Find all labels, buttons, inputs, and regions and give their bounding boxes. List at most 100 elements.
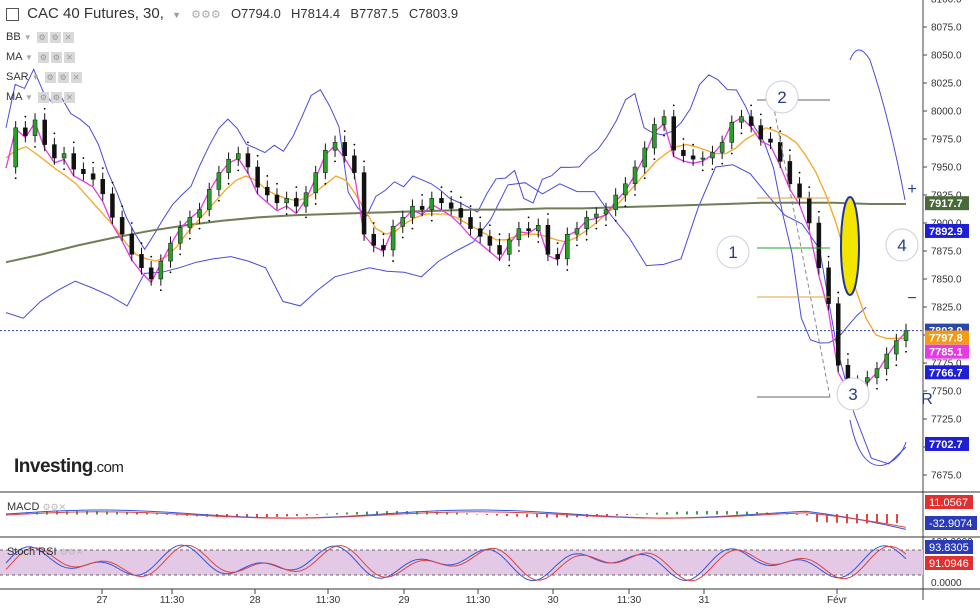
sar-dot [585,238,588,241]
sar-dot [769,126,772,129]
menu-icon[interactable] [6,7,19,21]
macd-bar [866,514,868,524]
sar-dot [750,104,753,107]
macd-bar [676,511,678,515]
sar-dot [130,222,133,224]
close-icon[interactable]: ✕ [70,71,82,83]
macd-bar [306,514,308,516]
sar-dot [392,260,394,262]
price-label-text: 7702.7 [929,439,963,451]
sar-dot [218,199,220,202]
indicator-ma[interactable]: MA ▼ ⚙ ⚙ ✕ [6,51,75,63]
sar-dot [818,210,820,213]
sar-dot [411,227,414,230]
candle-body [139,254,144,269]
macd-label[interactable]: MACD ⚙⚙✕ [7,501,67,513]
sar-dot [140,242,143,245]
price-label-box [925,223,969,238]
sar-dot [227,182,230,185]
macd-bar [616,514,618,516]
price-label-text: 7917.7 [929,198,963,210]
x-tick-label: 11:30 [316,595,341,606]
sar-dot [537,241,540,243]
candle-body [700,157,706,160]
ohlc-close: C7803.9 [408,6,459,21]
header-settings-icon[interactable]: ⚙⚙⚙ [191,9,221,21]
indicator-sar[interactable]: SAR ▼ ⚙ ⚙ ✕ [6,71,82,83]
macd-bar [686,511,688,515]
candle-body [584,217,589,229]
x-tick-label: 28 [249,595,261,606]
indicator-ma-2[interactable]: MA ▼ ⚙ ⚙ ✕ [6,91,75,103]
settings-icon[interactable]: ⚙ [37,51,49,63]
candle-body [13,127,18,168]
rsi-label[interactable]: Stoch RSI ⚙⚙✕ [7,546,84,558]
stoch-k-line [5,544,907,582]
rsi-value-label: 91.0946 [929,558,969,570]
macd-bar [806,514,808,516]
candle-body [265,186,270,196]
macd-bar [796,514,798,515]
candle-body [603,209,609,215]
sar-dot [198,227,201,230]
sar-dot [672,104,675,107]
macd-bar [476,513,478,515]
candle-body [758,125,764,140]
candle-body [71,153,76,170]
macd-bar [386,511,388,515]
macd-bar [236,514,238,518]
candle-body [390,226,396,251]
close-icon[interactable]: ✕ [62,31,74,43]
gear-icon[interactable]: ⚙ [50,51,62,63]
sar-dot [643,177,646,180]
macd-bar [736,511,738,515]
candle-body [148,267,154,280]
wave-marker-label: 2 [777,88,786,107]
candle-body [61,153,67,159]
gear-icon[interactable]: ⚙ [50,91,62,103]
candle-body [777,142,783,162]
settings-icon[interactable]: ⚙ [37,91,49,103]
macd-bar [836,514,838,523]
macd-bar [756,512,758,515]
macd-bar [156,513,158,515]
sar-dot [488,224,491,227]
y-tick-label: 7750.0 [931,387,962,398]
sar-dot [798,171,801,174]
candle-body [884,353,889,369]
wave-marker-circle [836,377,870,411]
sar-dot [159,289,162,292]
candle-body [206,189,212,210]
highlight-ellipse [840,196,860,296]
x-tick-label: 11:30 [466,595,491,606]
macd-bar [556,514,558,518]
sar-dot [847,353,849,355]
macd-bar [356,512,358,515]
macd-bar [526,514,528,517]
gear-icon[interactable]: ⚙ [49,31,61,43]
close-icon[interactable]: ✕ [63,91,75,103]
gear-icon[interactable]: ⚙ [57,71,69,83]
macd-bar [666,512,668,515]
sar-dot [508,264,511,267]
candle-body [574,228,580,235]
candle-body [729,121,735,143]
x-tick-label: Févr [827,595,848,606]
rsi-value-box [925,540,973,554]
sar-dot [382,233,385,236]
indicator-bb[interactable]: BB ▼ ⚙ ⚙ ✕ [6,31,74,43]
settings-icon[interactable]: ⚙ [44,71,56,83]
macd-bar [896,514,898,524]
close-icon[interactable]: ✕ [63,51,75,63]
macd-bar [106,511,108,515]
y-tick-label: 7975.0 [931,135,962,146]
candle-body [381,245,386,251]
sar-dot [363,160,365,163]
wave-marker-label: 1 [728,243,737,262]
sar-dot [169,271,172,274]
sar-dot [92,161,94,164]
sar-dot [701,169,704,172]
dropdown-caret-icon[interactable]: ▼ [172,10,181,20]
settings-icon[interactable]: ⚙ [36,31,48,43]
